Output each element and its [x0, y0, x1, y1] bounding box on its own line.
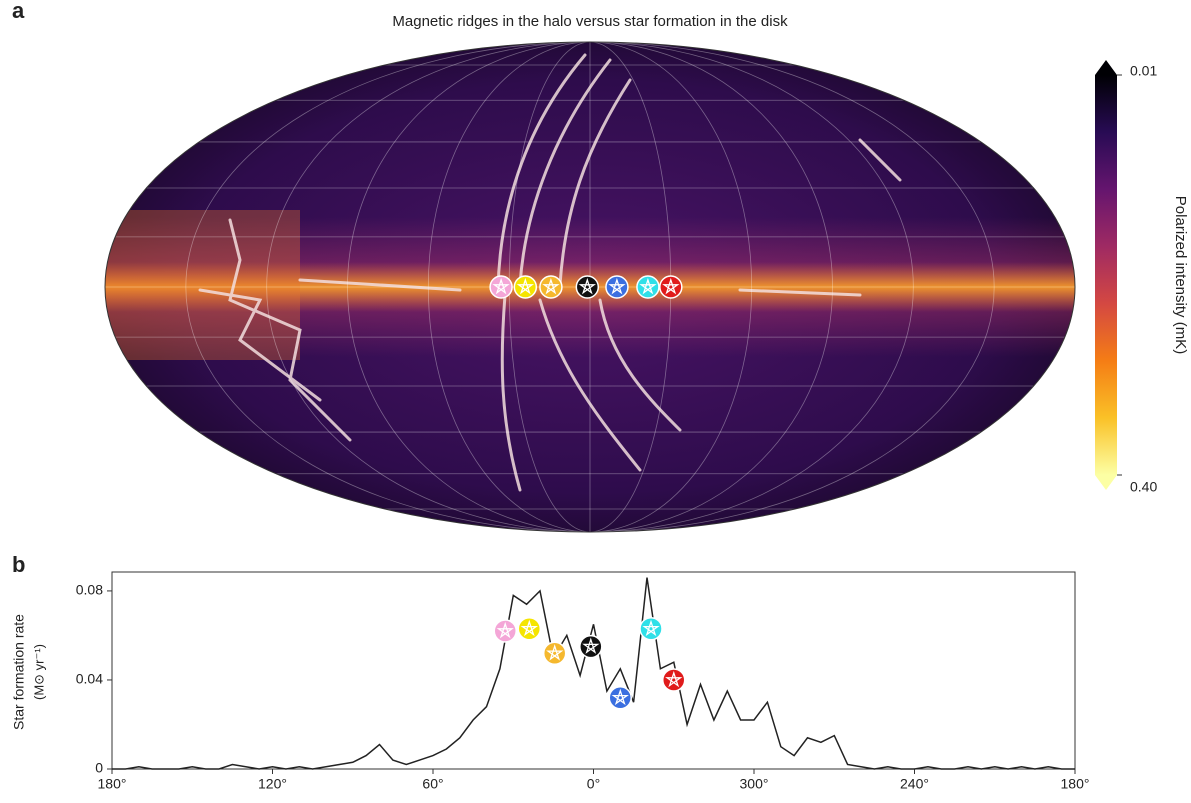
x-tick-label: 240° [900, 776, 929, 792]
sfr-line [112, 578, 1075, 769]
colorbar-extend-top [1095, 60, 1117, 75]
y-tick-label: 0.04 [76, 671, 103, 687]
x-tick-label: 120° [258, 776, 287, 792]
chart-title: Magnetic ridges in the halo versus star … [392, 13, 788, 30]
y-tick-label: 0 [95, 760, 103, 776]
x-tick-label: 60° [422, 776, 443, 792]
panel-label: a [12, 0, 25, 23]
panel-label: b [12, 552, 25, 577]
x-tick-label: 0° [587, 776, 600, 792]
y-axis-label: (M⊙ yr⁻¹) [31, 644, 46, 700]
x-tick-label: 180° [98, 776, 127, 792]
colorbar-label: Polarized intensity (mK) [1172, 196, 1189, 354]
colorbar-extend-bottom [1095, 475, 1117, 490]
colorbar-tick-label: 0.40 [1130, 479, 1157, 495]
x-tick-label: 180° [1061, 776, 1090, 792]
y-tick-label: 0.08 [76, 582, 103, 598]
figure: a Magnetic ridges in the halo versus sta… [0, 0, 1191, 803]
plot-frame [112, 572, 1075, 769]
colorbar-tick-label: 0.01 [1130, 63, 1157, 79]
y-axis-label: Star formation rate [11, 614, 27, 730]
colorbar [1095, 75, 1117, 475]
x-tick-label: 300° [740, 776, 769, 792]
